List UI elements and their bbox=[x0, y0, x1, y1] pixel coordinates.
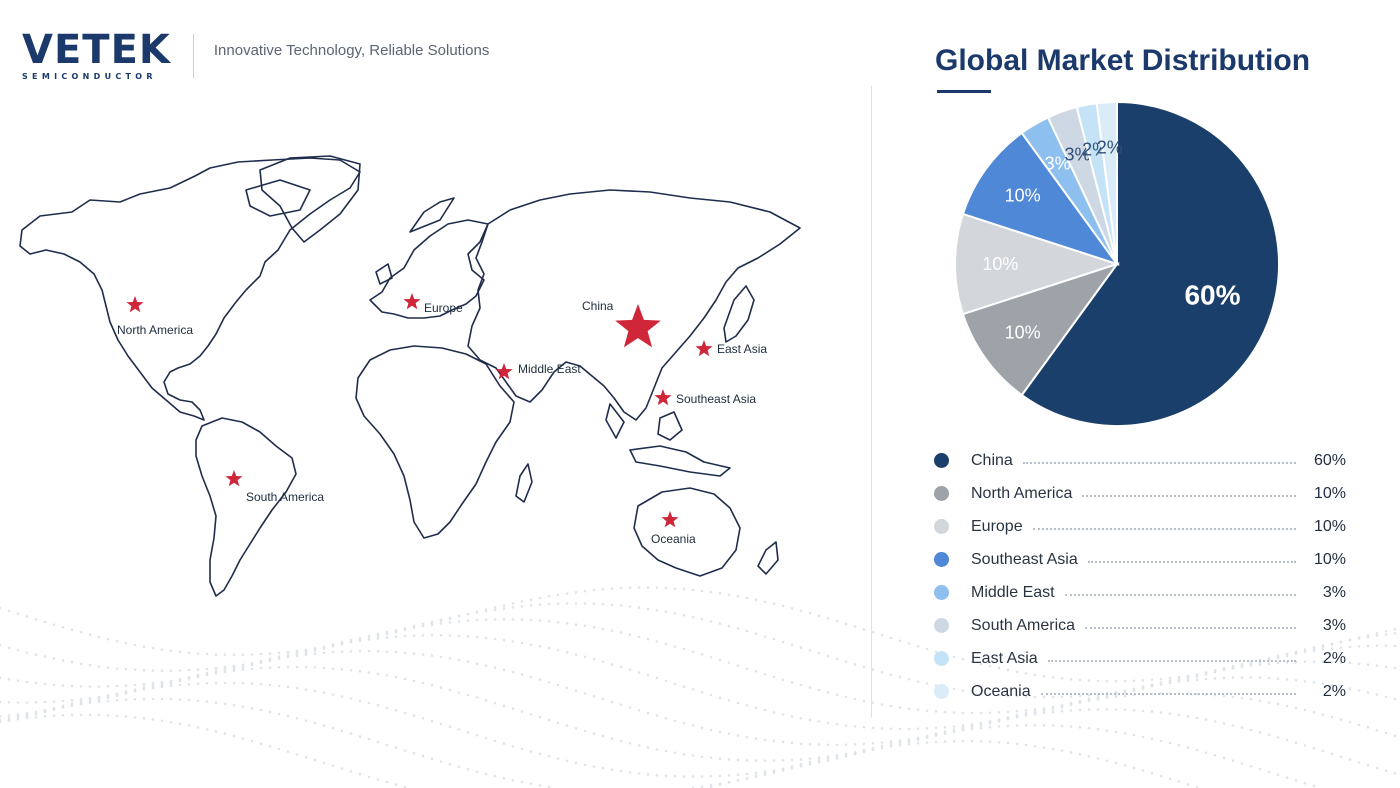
star-icon-southeast-asia bbox=[654, 389, 672, 406]
title-underline bbox=[937, 90, 991, 93]
pie-slice-oceania bbox=[1095, 100, 1118, 265]
star-icon-south-america bbox=[225, 470, 243, 487]
legend-swatch bbox=[934, 486, 949, 501]
star-icon-oceania bbox=[661, 511, 679, 528]
pie-label-middle-east: 3% bbox=[1045, 154, 1071, 174]
pie-label-china: 60% bbox=[1184, 280, 1240, 311]
legend-item-middle-east: Middle East 3% bbox=[934, 576, 1346, 609]
map-markers: North America Europe China Middle East East … bbox=[117, 293, 767, 546]
pie-label-oceania: 2% bbox=[1097, 138, 1123, 158]
star-icon-europe bbox=[403, 293, 421, 310]
pie-slice-north-america bbox=[961, 262, 1120, 397]
header-divider bbox=[192, 34, 194, 78]
background-dot-pattern bbox=[0, 586, 1397, 788]
pie-label-europe: 10% bbox=[982, 254, 1018, 274]
legend-leader-line bbox=[1040, 692, 1296, 695]
legend-leader-line bbox=[1087, 560, 1296, 563]
legend-label: China bbox=[971, 451, 1013, 469]
pie-slice-southeast-asia bbox=[961, 131, 1120, 266]
pie-chart: 60%10%10%10%3%3%2%2% bbox=[954, 100, 1280, 427]
legend-value: 10% bbox=[1313, 484, 1346, 502]
legend-swatch bbox=[934, 585, 949, 600]
logo: VETEK SEMICONDUCTOR bbox=[22, 26, 171, 81]
legend-label: South America bbox=[971, 616, 1076, 634]
map-label-south-america: South America bbox=[246, 490, 324, 504]
legend-swatch bbox=[934, 651, 949, 666]
map-label-southeast-asia: Southeast Asia bbox=[676, 392, 756, 406]
map-label-oceania: Oceania bbox=[651, 532, 696, 546]
legend-label: Oceania bbox=[971, 682, 1031, 700]
legend-value: 10% bbox=[1313, 550, 1346, 568]
pie-label-southeast-asia: 10% bbox=[1005, 185, 1041, 205]
legend-item-south-america: South America 3% bbox=[934, 609, 1346, 642]
legend-value: 60% bbox=[1313, 451, 1346, 469]
legend-swatch bbox=[934, 519, 949, 534]
map-label-europe: Europe bbox=[424, 301, 463, 315]
legend-value: 10% bbox=[1313, 517, 1346, 535]
map-label-east-asia: East Asia bbox=[717, 342, 767, 356]
tagline: Innovative Technology, Reliable Solution… bbox=[213, 41, 490, 59]
star-icon-middle-east bbox=[495, 363, 513, 380]
legend-item-southeast-asia: Southeast Asia 10% bbox=[934, 543, 1346, 576]
map-label-middle-east: Middle East bbox=[518, 362, 581, 376]
header: VETEK SEMICONDUCTOR Innovative Technolog… bbox=[22, 26, 489, 86]
legend-label: East Asia bbox=[971, 649, 1038, 667]
pie-label-south-america: 3% bbox=[1064, 144, 1090, 164]
legend-label: North America bbox=[971, 484, 1073, 502]
legend-value: 3% bbox=[1322, 583, 1346, 601]
pie-label-north-america: 10% bbox=[1005, 323, 1041, 343]
legend-leader-line bbox=[1032, 527, 1296, 530]
chart-legend: China 60% North America 10% Europe 10% Southea… bbox=[934, 444, 1346, 708]
map-label-china: China bbox=[582, 299, 614, 313]
star-icon-china bbox=[615, 304, 661, 348]
legend-label: Middle East bbox=[971, 583, 1055, 601]
section-divider bbox=[871, 86, 872, 718]
legend-swatch bbox=[934, 552, 949, 567]
legend-leader-line bbox=[1082, 494, 1296, 497]
legend-leader-line bbox=[1047, 659, 1296, 662]
legend-leader-line bbox=[1085, 626, 1296, 629]
star-icon-north-america bbox=[126, 296, 144, 313]
star-icon-east-asia bbox=[695, 340, 713, 357]
world-map: North America Europe China Middle East East … bbox=[19, 155, 801, 597]
legend-item-east-asia: East Asia 2% bbox=[934, 642, 1346, 675]
world-map-outline bbox=[19, 155, 801, 597]
legend-label: Europe bbox=[971, 517, 1023, 535]
legend-item-north-america: North America 10% bbox=[934, 477, 1346, 510]
logo-subtitle: SEMICONDUCTOR bbox=[22, 71, 157, 81]
legend-leader-line bbox=[1022, 461, 1296, 464]
pie-slice-europe bbox=[954, 212, 1121, 316]
legend-item-europe: Europe 10% bbox=[934, 510, 1346, 543]
legend-item-china: China 60% bbox=[934, 444, 1346, 477]
legend-leader-line bbox=[1064, 593, 1296, 596]
legend-value: 3% bbox=[1322, 616, 1346, 634]
legend-item-oceania: Oceania 2% bbox=[934, 675, 1346, 708]
legend-swatch bbox=[934, 618, 949, 633]
legend-value: 2% bbox=[1322, 682, 1346, 700]
chart-title: Global Market Distribution bbox=[935, 44, 1311, 77]
legend-label: Southeast Asia bbox=[971, 550, 1078, 568]
pie-slice-china bbox=[1020, 100, 1280, 427]
logo-wordmark: VETEK bbox=[22, 26, 171, 73]
legend-swatch bbox=[934, 453, 949, 468]
legend-value: 2% bbox=[1322, 649, 1346, 667]
map-label-north-america: North America bbox=[117, 323, 193, 337]
legend-swatch bbox=[934, 684, 949, 699]
